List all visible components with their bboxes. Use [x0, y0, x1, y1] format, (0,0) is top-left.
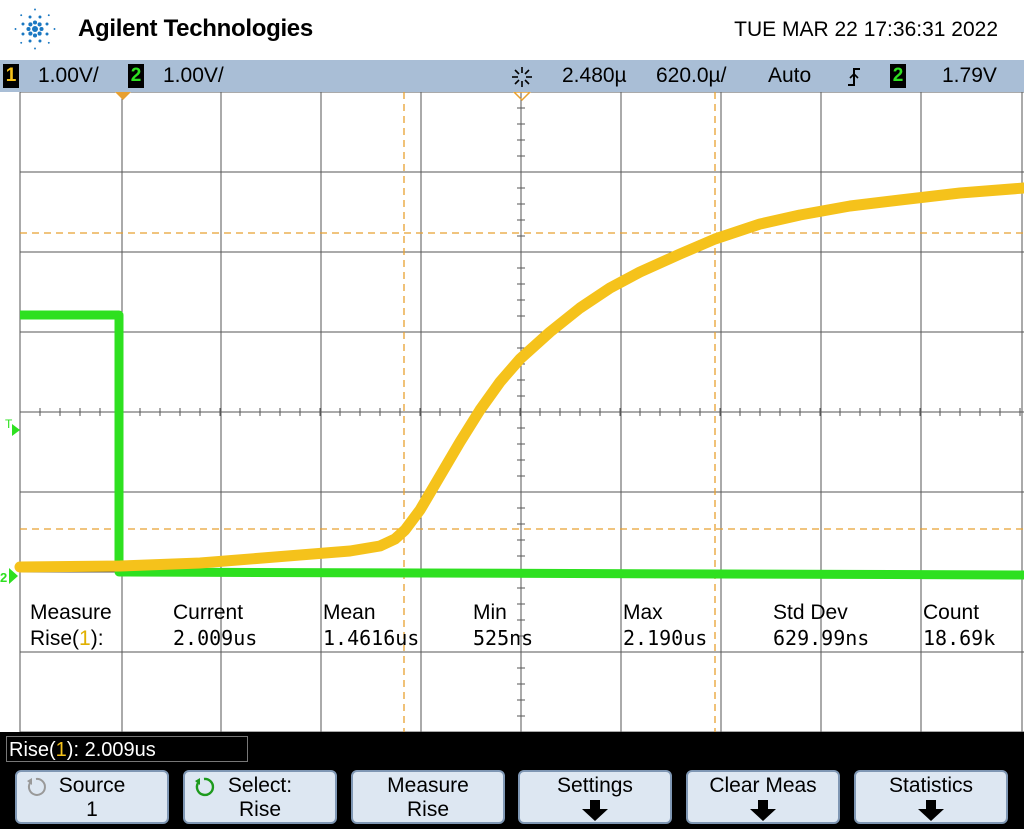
stat-min: 525ns	[473, 626, 533, 650]
rotary-knob-active-icon	[195, 777, 215, 797]
timebase-scale[interactable]: 620.0µ/	[656, 64, 727, 87]
ch2-ground-marker[interactable]: 2	[0, 568, 18, 585]
measure-softkey-label: Measure	[387, 774, 469, 797]
measurement-cursors	[20, 92, 1024, 732]
trigger-position-marker[interactable]	[115, 92, 131, 100]
statistics-softkey[interactable]: Statistics	[854, 770, 1008, 824]
ch2-trace	[20, 310, 1024, 580]
agilent-spark-icon	[14, 8, 56, 50]
rising-edge-icon	[848, 68, 860, 86]
measurement-statistics: Measure Current Mean Min Max Std Dev Cou…	[30, 601, 995, 650]
rotary-knob-icon	[27, 777, 46, 796]
source-softkey-label: Source	[58, 774, 126, 797]
stat-stddev: 629.99ns	[773, 626, 869, 650]
ch1-scale[interactable]: 1.00V/	[38, 64, 99, 87]
horizontal-delay[interactable]: 2.480µ	[562, 64, 627, 87]
stat-current: 2.009us	[173, 626, 257, 650]
graticule	[19, 92, 1024, 732]
stat-mean: 1.4616us	[323, 626, 419, 650]
stat-max: 2.190us	[623, 626, 707, 650]
header: Agilent Technologies TUE MAR 22 17:36:31…	[0, 0, 1024, 60]
ch2-badge[interactable]: 2	[128, 64, 144, 88]
waveform-display[interactable]: T 2 Measure Current Mean Min Max Std Dev…	[0, 92, 1024, 732]
clear-meas-softkey[interactable]: Clear Meas	[686, 770, 840, 824]
trigger-source-badge[interactable]: 2	[890, 64, 906, 88]
stat-header-stddev: Std Dev	[773, 601, 848, 624]
stat-header-count: Count	[923, 601, 979, 624]
stat-header-max: Max	[623, 601, 663, 624]
ch1-badge[interactable]: 1	[3, 64, 19, 88]
stat-count: 18.69k	[923, 626, 995, 650]
stat-header-mean: Mean	[323, 601, 376, 624]
trigger-level-marker[interactable]: T	[5, 417, 20, 436]
submenu-arrow-icon	[582, 800, 608, 821]
svg-text:2: 2	[0, 570, 7, 585]
select-softkey-value: Rise	[238, 798, 281, 821]
acquisition-running-icon	[512, 67, 532, 87]
stat-row-label: Rise(1):	[30, 627, 104, 650]
trigger-level[interactable]: 1.79V	[942, 64, 997, 87]
datetime: TUE MAR 22 17:36:31 2022	[734, 18, 998, 41]
source-softkey-value: 1	[86, 798, 98, 821]
status-bar: 1 1.00V/ 2 1.00V/ 2.480µ 620.0µ/ Auto 2 …	[0, 60, 1024, 92]
stat-header-measure: Measure	[30, 601, 112, 624]
select-softkey-label: Select:	[227, 774, 293, 797]
ch1-trace	[14, 182, 1024, 573]
source-softkey[interactable]: Source 1	[15, 770, 169, 824]
settings-softkey[interactable]: Settings	[518, 770, 672, 824]
stat-header-current: Current	[173, 601, 243, 624]
measurement-message: Rise(1): 2.009us	[6, 736, 248, 762]
submenu-arrow-icon	[750, 800, 776, 821]
statistics-softkey-label: Statistics	[888, 774, 974, 797]
ch2-scale[interactable]: 1.00V/	[163, 64, 224, 87]
delay-reference-marker[interactable]	[512, 92, 532, 102]
svg-text:T: T	[5, 417, 13, 431]
clear-meas-softkey-label: Clear Meas	[709, 774, 817, 797]
waveforms	[14, 182, 1024, 580]
measure-softkey-value: Rise	[406, 798, 449, 821]
submenu-arrow-icon	[918, 800, 944, 821]
brand-title: Agilent Technologies	[78, 15, 313, 42]
select-softkey[interactable]: Select: Rise	[183, 770, 337, 824]
measure-rise-softkey[interactable]: Measure Rise	[351, 770, 505, 824]
trigger-mode[interactable]: Auto	[768, 64, 812, 87]
settings-softkey-label: Settings	[557, 774, 633, 797]
stat-header-min: Min	[473, 601, 507, 624]
